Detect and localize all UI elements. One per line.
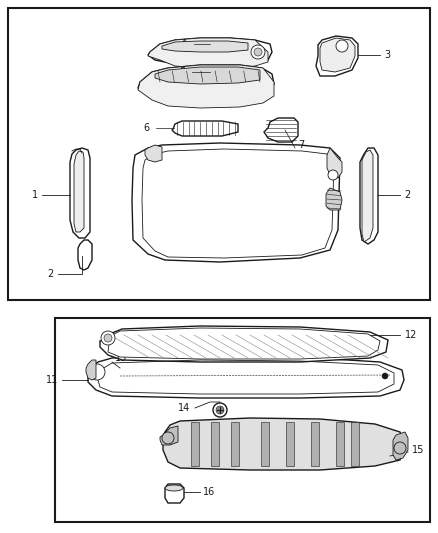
Polygon shape (320, 38, 355, 72)
Circle shape (382, 373, 388, 379)
Polygon shape (162, 41, 248, 52)
Polygon shape (108, 328, 380, 359)
Polygon shape (351, 422, 359, 466)
Circle shape (394, 442, 406, 454)
Circle shape (101, 331, 115, 345)
Text: 12: 12 (405, 330, 417, 340)
Text: 1: 1 (32, 190, 38, 200)
Text: 7: 7 (298, 140, 304, 150)
Polygon shape (362, 150, 373, 242)
Ellipse shape (165, 485, 183, 491)
Text: 14: 14 (178, 403, 190, 413)
Polygon shape (261, 422, 269, 466)
Polygon shape (163, 418, 406, 470)
Polygon shape (327, 148, 342, 178)
Polygon shape (145, 145, 162, 162)
Text: 4: 4 (181, 39, 187, 49)
Polygon shape (360, 148, 378, 244)
Circle shape (254, 48, 262, 56)
Polygon shape (138, 65, 274, 108)
Polygon shape (231, 422, 239, 466)
Polygon shape (155, 67, 260, 84)
Circle shape (162, 432, 174, 444)
Circle shape (104, 334, 112, 342)
Polygon shape (336, 422, 344, 466)
Text: 13: 13 (115, 353, 127, 363)
Circle shape (216, 406, 224, 414)
Polygon shape (86, 360, 96, 380)
Text: 2: 2 (404, 190, 410, 200)
Polygon shape (160, 426, 178, 445)
Circle shape (336, 40, 348, 52)
Polygon shape (132, 143, 340, 262)
Polygon shape (78, 240, 92, 270)
Circle shape (89, 364, 105, 380)
Polygon shape (191, 422, 199, 466)
Polygon shape (326, 188, 342, 210)
Text: 16: 16 (203, 487, 215, 497)
Polygon shape (286, 422, 294, 466)
Polygon shape (264, 118, 298, 142)
Text: 15: 15 (412, 445, 424, 455)
Text: 6: 6 (143, 123, 149, 133)
Circle shape (328, 170, 338, 180)
Text: 2: 2 (48, 269, 54, 279)
Circle shape (251, 45, 265, 59)
Polygon shape (393, 432, 408, 460)
Polygon shape (88, 356, 404, 398)
Polygon shape (172, 121, 238, 136)
Polygon shape (311, 422, 319, 466)
Polygon shape (74, 151, 84, 232)
Polygon shape (211, 422, 219, 466)
Text: 3: 3 (384, 50, 390, 60)
Text: 11: 11 (46, 375, 58, 385)
Circle shape (213, 403, 227, 417)
Polygon shape (138, 65, 274, 104)
Polygon shape (100, 326, 388, 362)
Polygon shape (148, 38, 268, 68)
Text: 5: 5 (179, 67, 185, 77)
Bar (55, 318, 430, 522)
Polygon shape (70, 148, 90, 238)
Polygon shape (165, 484, 184, 503)
Polygon shape (316, 36, 358, 76)
Bar (8, 8, 430, 300)
Polygon shape (148, 38, 272, 66)
